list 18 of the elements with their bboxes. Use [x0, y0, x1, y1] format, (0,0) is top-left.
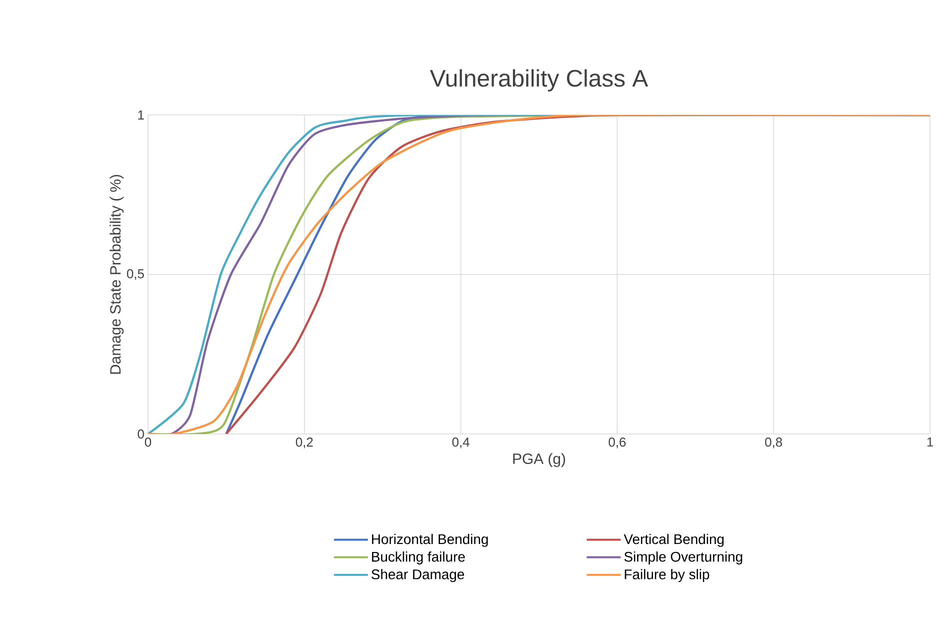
- y-tick-label: 0,5: [126, 269, 144, 280]
- x-tick-label: 0,4: [452, 438, 470, 448]
- x-axis-title: PGA (g): [513, 453, 566, 467]
- x-tick-label: 0,2: [296, 438, 313, 448]
- y-axis-title: Damage State Probability ( %): [110, 174, 124, 374]
- legend-label: Buckling failure: [372, 551, 465, 564]
- y-tick-label: 0: [138, 429, 144, 439]
- legend-label: Horizontal Bending: [372, 534, 488, 547]
- chart-title: Vulnerability Class A: [430, 69, 648, 92]
- legend-label: Shear Damage: [372, 569, 464, 582]
- legend-label: Failure by slip: [624, 569, 710, 582]
- x-tick-label: 0: [144, 438, 152, 447]
- legend-label: Simple Overturning: [624, 551, 742, 564]
- x-tick-label: 0,8: [765, 438, 782, 448]
- x-tick-label: 0,6: [608, 438, 626, 448]
- x-tick-label: 1: [927, 438, 933, 446]
- legend-label: Vertical Bending: [624, 534, 724, 547]
- y-tick-label: 1: [138, 110, 144, 120]
